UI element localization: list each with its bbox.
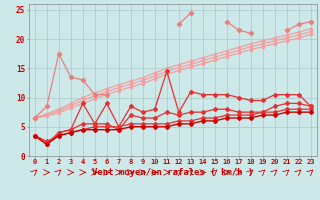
X-axis label: Vent moyen/en rafales ( km/h ): Vent moyen/en rafales ( km/h ) bbox=[92, 168, 253, 177]
